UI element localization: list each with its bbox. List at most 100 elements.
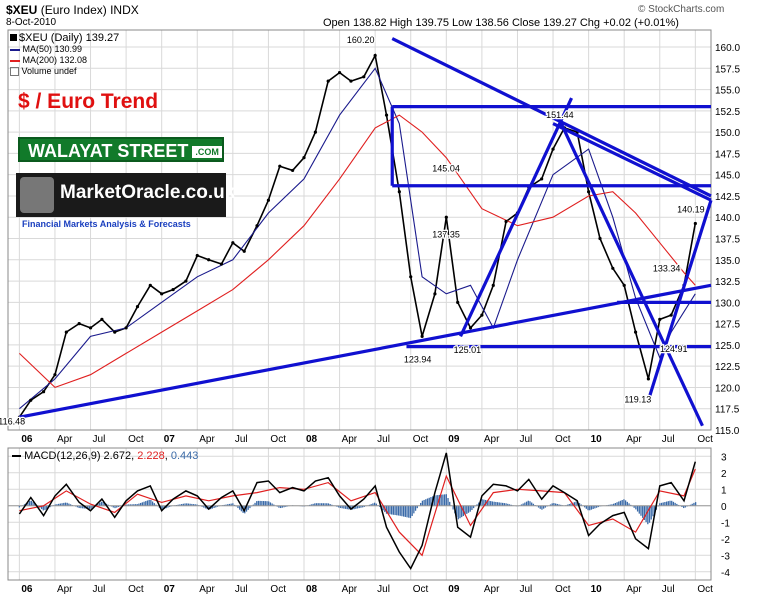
- price-y-tick: 147.5: [715, 149, 740, 160]
- price-x-tick: Oct: [555, 434, 571, 445]
- price-x-tick: Jul: [519, 434, 532, 445]
- price-annotation: 145.04: [432, 164, 460, 174]
- trend-title: $ / Euro Trend: [18, 90, 159, 113]
- macd-x-tick: Jul: [519, 584, 532, 595]
- price-point: [397, 190, 401, 194]
- price-x-tick: 06: [21, 434, 33, 445]
- macd-x-tick: Oct: [555, 584, 571, 595]
- price-x-tick: 07: [164, 434, 176, 445]
- price-point: [219, 262, 224, 266]
- price-point: [468, 326, 473, 330]
- price-y-tick: 122.5: [715, 362, 740, 373]
- price-y-tick: 125.0: [715, 341, 740, 352]
- price-point: [669, 313, 673, 317]
- price-y-tick: 115.0: [715, 426, 740, 437]
- price-annotation: 137.35: [432, 229, 460, 239]
- legend-ma50-swatch: [10, 48, 20, 51]
- macd-y-tick: 0: [721, 502, 727, 513]
- price-point: [207, 258, 211, 262]
- macd-x-tick: 10: [591, 584, 603, 595]
- macd-x-tick: 07: [164, 584, 176, 595]
- price-point: [291, 168, 295, 173]
- annotations: 160.20 151.44 145.04 140.19 137.35 133.34 125.…: [0, 34, 706, 428]
- price-x-tick: Oct: [697, 434, 713, 445]
- price-point: [622, 283, 626, 287]
- price-point: [41, 390, 46, 394]
- price-point: [444, 215, 448, 219]
- trendline: [646, 199, 713, 401]
- price-x-tick: Apr: [342, 434, 358, 445]
- macd-x-tick: Oct: [270, 584, 286, 595]
- price-point: [551, 147, 555, 151]
- price-y-tick: 142.5: [715, 192, 740, 203]
- price-point: [384, 113, 389, 117]
- price-x-tick: Oct: [413, 434, 429, 445]
- thinker-statue-icon: [20, 177, 54, 213]
- legend-main-swatch: [10, 34, 17, 41]
- macd-x-tick: Oct: [697, 584, 713, 595]
- legend-ma50: MA(50) 130.99: [10, 44, 82, 54]
- price-point: [433, 292, 437, 296]
- price-point: [326, 79, 330, 83]
- macd-legend-macd: 2.672: [103, 450, 132, 462]
- price-x-tick: Jul: [662, 434, 675, 445]
- macd-grid: [8, 448, 711, 580]
- price-annotation: 140.19: [677, 205, 705, 215]
- price-y-tick: 152.5: [715, 107, 740, 118]
- price-point: [184, 279, 188, 283]
- trendline: [555, 114, 704, 427]
- price-point: [480, 313, 484, 317]
- price-x-tick: Jul: [93, 434, 106, 445]
- macd-y-tick: -3: [721, 551, 730, 562]
- price-point: [266, 198, 271, 202]
- price-point: [420, 334, 424, 338]
- chart-date: 8-Oct-2010: [6, 17, 57, 28]
- macd-x-tick: Jul: [377, 584, 390, 595]
- walayat-text: WALAYAT STREET: [28, 141, 189, 161]
- price-annotation: 124.91: [660, 344, 688, 354]
- macd-x-tick: 08: [306, 584, 318, 595]
- macd-y-tick: 2: [721, 469, 727, 480]
- macd-legend-signal: 2.228: [137, 450, 165, 462]
- ohlc-readout: Open 138.82 High 139.75 Low 138.56 Close…: [323, 17, 679, 29]
- price-point: [255, 224, 259, 228]
- macd-signal-series: [19, 468, 696, 557]
- macd-x-tick: Apr: [57, 584, 73, 595]
- legend-ma200-swatch: [10, 59, 20, 62]
- price-point: [242, 249, 246, 253]
- price-y-tick: 120.0: [715, 383, 740, 394]
- macd-x-tick: 06: [21, 584, 33, 595]
- macd-histogram: [8, 494, 711, 525]
- price-point: [231, 241, 235, 245]
- y-axis-ticks: 115.0 117.5 120.0 122.5 125.0 127.5 130.0 132.5…: [715, 43, 740, 579]
- price-point: [313, 130, 317, 134]
- price-y-tick: 140.0: [715, 213, 740, 224]
- macd-y-tick: 1: [721, 485, 727, 496]
- price-point: [124, 326, 128, 330]
- ma200-series: [19, 114, 696, 389]
- legend-volume: Volume undef: [10, 66, 77, 77]
- price-y-tick: 132.5: [715, 277, 740, 288]
- legend-ma200: MA(200) 132.08: [10, 55, 87, 65]
- macd-series: [18, 452, 697, 570]
- price-y-tick: 130.0: [715, 298, 740, 309]
- price-x-tick: Oct: [270, 434, 286, 445]
- price-point: [362, 75, 366, 79]
- price-y-tick: 135.0: [715, 256, 740, 267]
- price-point: [88, 326, 93, 330]
- price-point: [504, 219, 508, 224]
- macd-y-tick: -4: [721, 568, 730, 579]
- price-point: [491, 283, 495, 287]
- marketoracle-logo: MarketOracle.co.uk Financial Markets Ana…: [16, 173, 235, 229]
- macd-x-tick: Apr: [199, 584, 215, 595]
- price-point: [278, 164, 282, 168]
- macd-x-tick: Oct: [413, 584, 429, 595]
- macd-legend-label: MACD(12,26,9): [24, 450, 101, 462]
- macd-x-tick: Apr: [342, 584, 358, 595]
- marketoracle-text: MarketOracle.co.uk: [60, 182, 236, 203]
- marketoracle-tagline: Financial Markets Analysis & Forecasts: [22, 219, 191, 229]
- price-point: [456, 300, 460, 304]
- walayat-street-logo: WALAYAT STREET .COM: [18, 137, 224, 162]
- price-x-tick: 08: [306, 434, 318, 445]
- price-annotation: 160.20: [347, 35, 375, 45]
